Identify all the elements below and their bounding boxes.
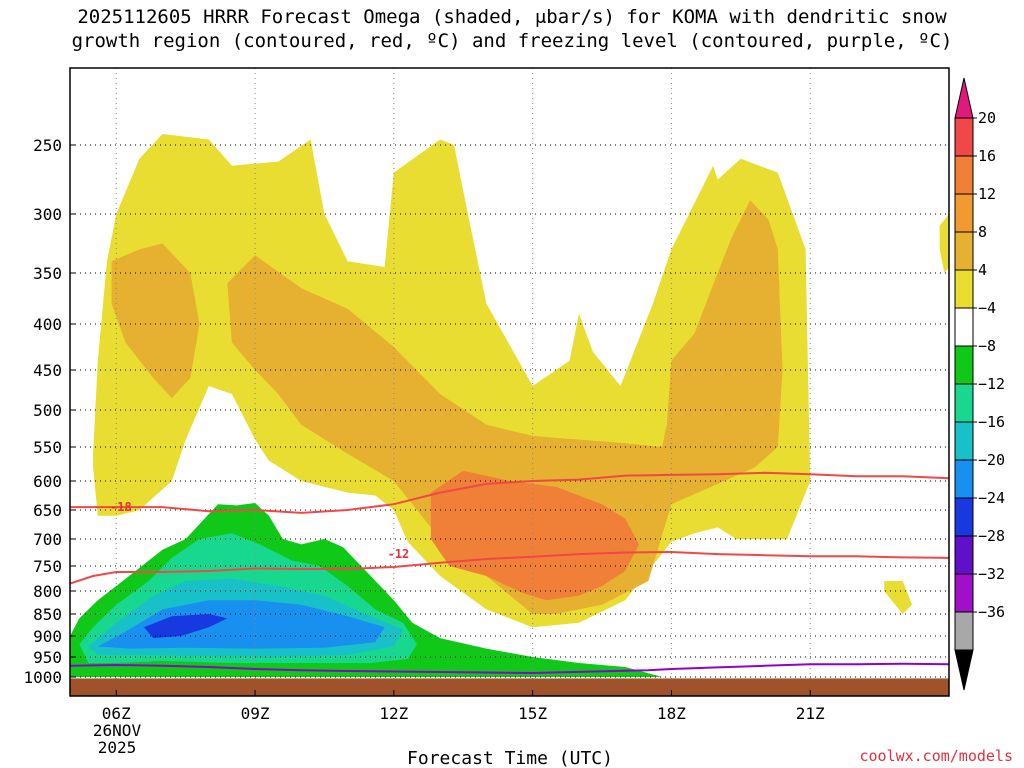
x-tick-label: 06Z (102, 704, 131, 723)
x-tick-label: 18Z (657, 704, 686, 723)
colorbar-label: −8 (978, 337, 996, 355)
y-axis: 250 300 350 400 450 500 550 600 650 700 750 800 850 9… (23, 136, 76, 687)
plot-frame (69, 67, 950, 697)
colorbar-bin (954, 459, 974, 499)
omega-shading (70, 134, 949, 677)
date-label-year: 2025 (98, 738, 137, 757)
y-tick-label: 250 (33, 136, 62, 155)
colorbar-bin (954, 231, 974, 271)
y-tick-label: 1000 (23, 668, 62, 687)
colorbar-label: −28 (978, 527, 1005, 545)
colorbar-bin (954, 611, 974, 651)
y-tick-label: 700 (33, 530, 62, 549)
omega-region-1 (939, 214, 949, 273)
credit: coolwx.com/models (859, 747, 1013, 765)
colorbar-label: 20 (978, 109, 996, 127)
colorbar-label: −24 (978, 489, 1005, 507)
contour-line-0 (70, 471, 949, 514)
title-line-1: 2025112605 HRRR Forecast Omega (shaded, … (77, 6, 947, 28)
colorbar-bin (954, 383, 974, 423)
y-tick-label: 950 (33, 648, 62, 667)
omega-region-10 (144, 614, 228, 639)
colorbar-arrow-top (954, 77, 974, 119)
omega-region-4 (227, 200, 783, 614)
colorbar-bin (954, 497, 974, 537)
colorbar-label: 4 (978, 261, 987, 279)
x-axis-label: Forecast Time (UTC) (407, 748, 613, 768)
colorbar-label: 12 (978, 185, 996, 203)
colorbar-bin (954, 193, 974, 233)
contour-line-1 (70, 550, 949, 585)
colorbar-label: −36 (978, 603, 1005, 621)
x-tick-label: 15Z (518, 704, 547, 723)
omega-region-5 (430, 470, 639, 601)
y-tick-label: 600 (33, 472, 62, 491)
colorbar-bin (954, 155, 974, 195)
title-line-2: growth region (contoured, red, ºC) and f… (72, 30, 953, 52)
y-tick-label: 500 (33, 401, 62, 420)
colorbar-bin (954, 269, 974, 309)
colorbar-label: −16 (978, 413, 1005, 431)
title: 2025112605 HRRR Forecast Omega (shaded, … (72, 6, 953, 52)
y-tick-label: 300 (33, 205, 62, 224)
omega-region-2 (884, 581, 912, 614)
y-tick-label: 350 (33, 264, 62, 283)
y-tick-label: 800 (33, 582, 62, 601)
x-tick-label: 21Z (796, 704, 825, 723)
ground (70, 678, 949, 696)
colorbar-label: −12 (978, 375, 1005, 393)
contour-lines: -18 -12 (70, 471, 949, 675)
y-tick-label: 850 (33, 605, 62, 624)
colorbar-bin (954, 535, 974, 575)
colorbar-bin (954, 421, 974, 461)
x-axis: 06Z 09Z 12Z 15Z 18Z 21Z (102, 690, 825, 723)
colorbar-bin (954, 573, 974, 613)
colorbar-bin (954, 117, 974, 157)
y-tick-label: 650 (33, 501, 62, 520)
y-tick-label: 900 (33, 627, 62, 646)
contour-line-2 (70, 662, 949, 675)
colorbar-label: 8 (978, 223, 987, 241)
y-tick-label: 750 (33, 557, 62, 576)
contour-label: -18 (110, 500, 132, 514)
colorbar-label: −32 (978, 565, 1005, 583)
y-tick-label: 400 (33, 315, 62, 334)
colorbar: 20 16 12 8 4 −4 −8 −12 −16 −20 −24 −28 −32 −36 (954, 77, 1005, 691)
colorbar-label: 16 (978, 147, 996, 165)
date-label-day: 26NOV (93, 721, 142, 740)
colorbar-label: −20 (978, 451, 1005, 469)
colorbar-arrow-bottom (954, 649, 974, 691)
y-tick-label: 550 (33, 438, 62, 457)
colorbar-bin (954, 345, 974, 385)
x-tick-label: 12Z (379, 704, 408, 723)
colorbar-bin (954, 307, 974, 347)
colorbar-label: −4 (978, 299, 996, 317)
x-tick-label: 09Z (241, 704, 270, 723)
omega-region-3 (111, 243, 200, 398)
contour-label: -12 (388, 547, 410, 561)
y-tick-label: 450 (33, 361, 62, 380)
